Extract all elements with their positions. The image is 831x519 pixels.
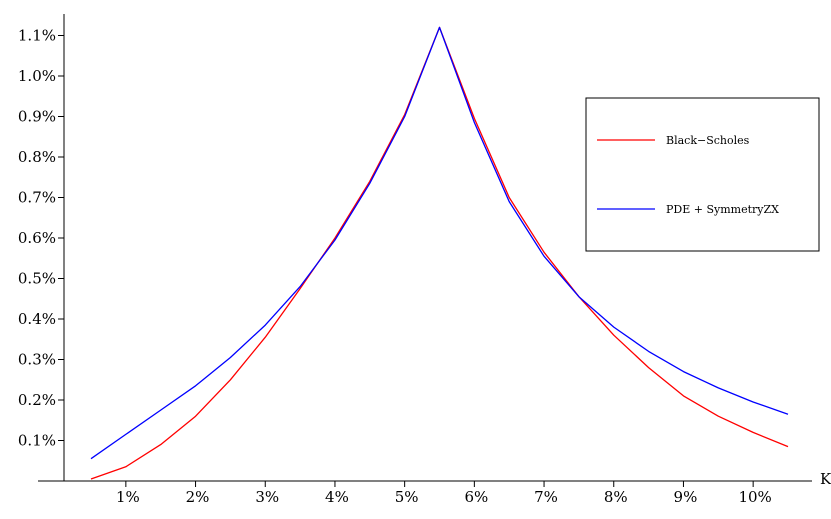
y-tick-label: 0.2%: [18, 391, 56, 409]
axes: 0.1% 0.2% 0.3% 0.4% 0.5% 0.6% 0.7% 0.8% 0.9% 1.0%…: [18, 14, 812, 506]
y-tick-label: 0.6%: [18, 229, 56, 247]
y-tick-label: 0.8%: [18, 148, 56, 166]
y-tick-label: 0.3%: [18, 351, 56, 369]
x-tick-label: 5%: [395, 488, 419, 506]
series-group: [90, 26, 789, 480]
x-tick-label: 9%: [674, 488, 698, 506]
y-tick-label: 0.5%: [18, 270, 56, 288]
y-tick-label: 0.1%: [18, 432, 56, 450]
legend: Black−Scholes PDE + SymmetryZX: [585, 97, 820, 252]
x-tick-label: 6%: [464, 488, 488, 506]
legend-box: [585, 97, 820, 252]
legend-label: PDE + SymmetryZX: [666, 203, 779, 216]
x-axis-label: K: [820, 470, 831, 488]
x-tick-label: 8%: [604, 488, 628, 506]
x-tick-label: 3%: [255, 488, 279, 506]
y-tick-label: 0.7%: [18, 189, 56, 207]
x-tick-label: 10%: [738, 488, 771, 506]
y-tick-label: 1.1%: [18, 27, 56, 45]
x-tick-label: 2%: [186, 488, 210, 506]
x-tick-label: 7%: [534, 488, 558, 506]
series-line-1: [90, 26, 789, 460]
y-tick-label: 0.9%: [18, 108, 56, 126]
series-line-0: [90, 26, 789, 480]
x-tick-label: 1%: [116, 488, 140, 506]
x-tick-label: 4%: [325, 488, 349, 506]
y-tick-label: 1.0%: [18, 67, 56, 85]
legend-label: Black−Scholes: [666, 134, 750, 147]
y-tick-label: 0.4%: [18, 310, 56, 328]
